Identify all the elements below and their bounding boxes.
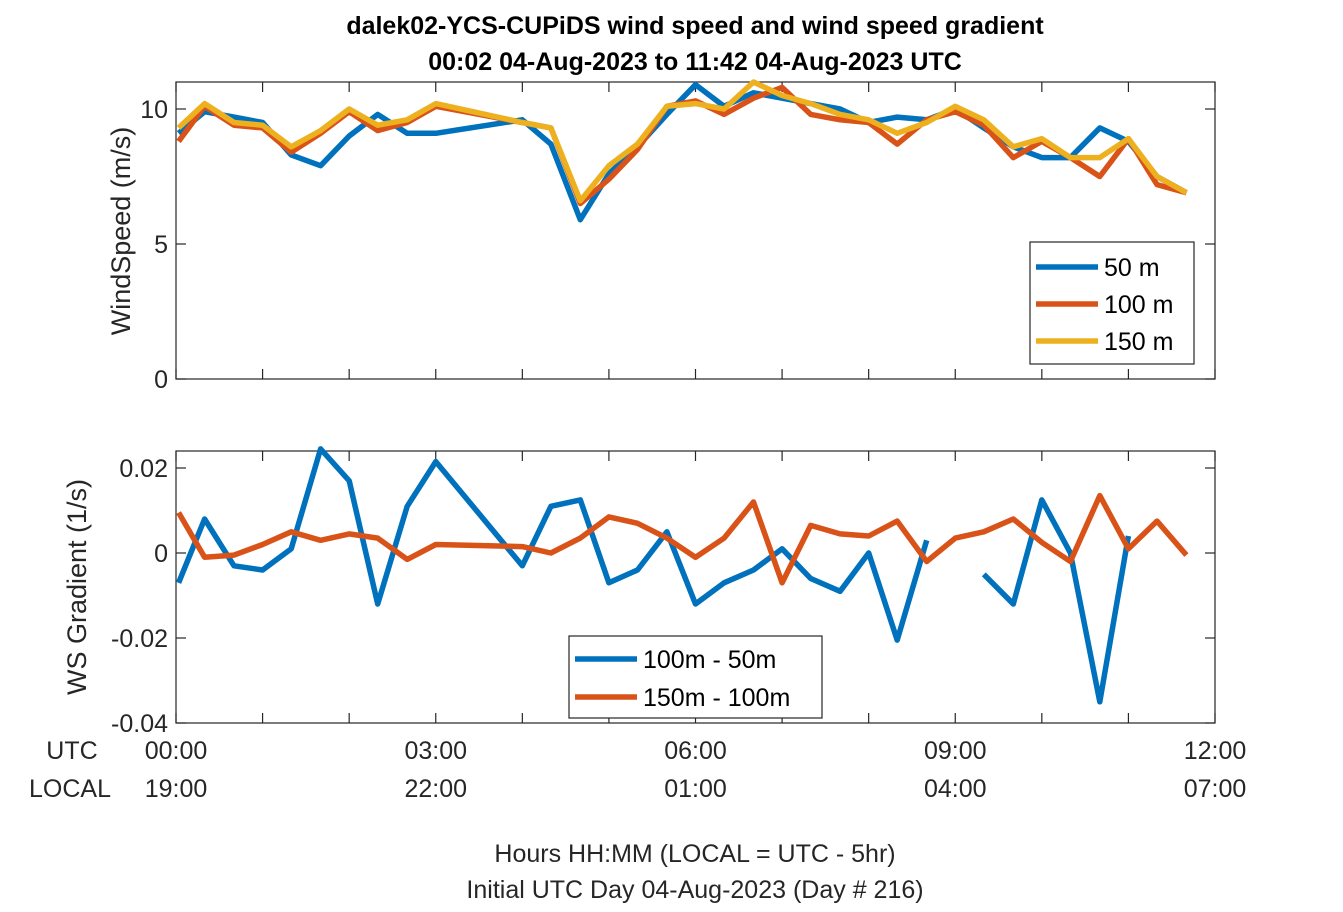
y-tick-label: 10 [140,96,168,124]
wind-speed-panel: 0 5 10 WindSpeed (m/s) 50 m 100 m 150 m [106,79,1216,394]
ws-gradient-panel: -0.04 -0.02 0 0.02 WS Gradient (1/s) 100m -… [62,446,1216,738]
utc-tick-label: 00:00 [145,737,208,765]
local-tick-label: 22:00 [404,775,467,803]
y-tick-label: 0 [154,540,168,568]
utc-tick-label: 03:00 [404,737,467,765]
chart-subtitle: 00:02 04-Aug-2023 to 11:42 04-Aug-2023 U… [428,48,962,76]
local-row-label: LOCAL [29,775,111,803]
series-line-150-m [176,79,1188,204]
y-tick-label: 0.02 [119,455,168,483]
local-tick-label: 19:00 [145,775,208,803]
time-tick-labels: 00:00 19:00 03:00 22:00 06:00 01:00 09:00 04:00… [145,737,1247,803]
utc-row-label: UTC [46,737,97,765]
y-tick-label: 5 [154,231,168,259]
ws-gradient-legend: 100m - 50m 150m - 100m [568,635,823,719]
legend-entry: 150m - 100m [643,684,790,712]
y-tick-label: -0.04 [111,710,168,738]
legend-box [568,635,823,719]
series-line-100m-50m [176,446,1132,705]
legend-entry: 100m - 50m [643,646,776,674]
footer-day-label: Initial UTC Day 04-Aug-2023 (Day # 216) [466,876,923,904]
chart-title: dalek02-YCS-CUPiDS wind speed and wind s… [346,12,1044,40]
utc-tick-label: 09:00 [924,737,987,765]
ws-gradient-ylabel: WS Gradient (1/s) [62,479,92,695]
local-tick-label: 07:00 [1184,775,1247,803]
utc-tick-label: 12:00 [1184,737,1247,765]
footer-hours-label: Hours HH:MM (LOCAL = UTC - 5hr) [494,840,895,868]
local-tick-label: 01:00 [664,775,727,803]
wind-speed-ticks: 0 5 10 [140,82,1216,394]
legend-entry: 50 m [1104,254,1160,282]
y-tick-label: -0.02 [111,625,168,653]
local-tick-label: 04:00 [924,775,987,803]
ws-gradient-ticks: -0.04 -0.02 0 0.02 [111,451,1216,738]
utc-tick-label: 06:00 [664,737,727,765]
wind-speed-lines [176,79,1188,223]
y-tick-label: 0 [154,366,168,394]
series-line-150m-100m [176,492,1189,586]
wind-speed-legend: 50 m 100 m 150 m [1029,241,1195,365]
wind-speed-ylabel: WindSpeed (m/s) [106,127,136,336]
legend-entry: 100 m [1104,291,1173,319]
legend-entry: 150 m [1104,328,1173,356]
ws-gradient-lines [176,446,1189,705]
